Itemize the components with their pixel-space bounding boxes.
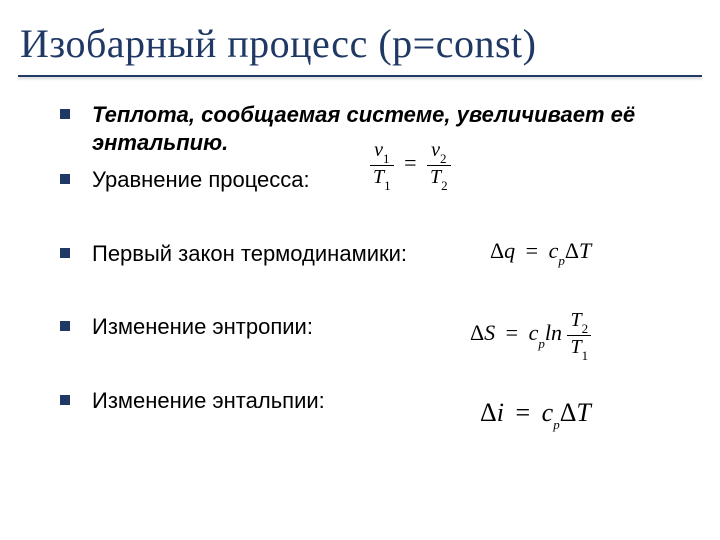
formula-firstlaw: Δq = cpΔT — [490, 238, 591, 267]
bullet-text: Изменение энтальпии: — [92, 387, 325, 415]
bullet-row: Изменение энтальпии: — [60, 387, 700, 415]
bullet-icon — [60, 248, 70, 258]
bullet-icon — [60, 395, 70, 405]
bullet-icon — [60, 109, 70, 119]
formula-entropy: ΔS = cpln T2 T1 — [470, 310, 591, 360]
bullet-row: Изменение энтропии: — [60, 313, 700, 341]
bullet-text: Уравнение процесса: — [92, 166, 310, 194]
slide-title: Изобарный процесс (p=const) — [0, 0, 720, 75]
bullet-icon — [60, 174, 70, 184]
bullet-icon — [60, 321, 70, 331]
bullet-text: Изменение энтропии: — [92, 313, 313, 341]
bullet-text: Первый закон термодинамики: — [92, 240, 407, 268]
content-area: Теплота, сообщаемая системе, увеличивает… — [0, 77, 720, 414]
bullet-row: Первый закон термодинамики: — [60, 240, 700, 268]
formula-process: v1 T1 = v2 T2 — [370, 140, 451, 190]
formula-enthalpy: Δi = cpΔT — [480, 398, 591, 431]
